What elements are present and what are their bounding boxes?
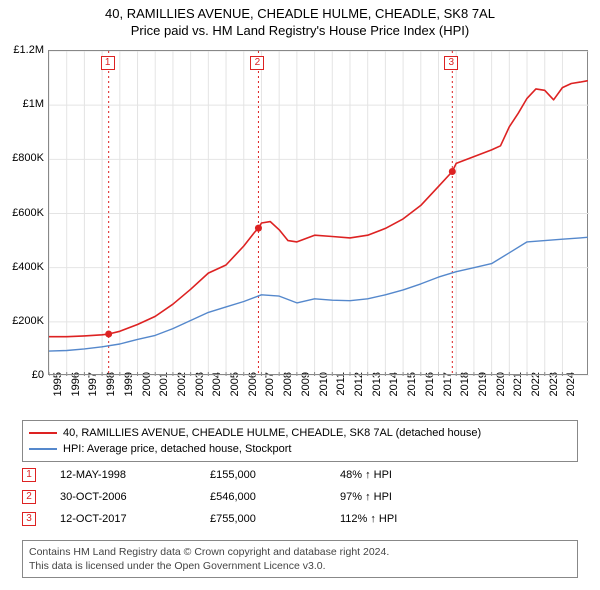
event-pct-1: 48% ↑ HPI	[340, 469, 480, 481]
event-marker-3: 3	[22, 512, 36, 526]
chart-container: 40, RAMILLIES AVENUE, CHEADLE HULME, CHE…	[0, 0, 600, 590]
xtick-label: 2002	[176, 372, 188, 412]
legend-row-hpi: HPI: Average price, detached house, Stoc…	[29, 441, 571, 457]
xtick-label: 1995	[52, 372, 64, 412]
event-row-1: 1 12-MAY-1998 £155,000 48% ↑ HPI	[22, 464, 578, 486]
xtick-label: 2003	[194, 372, 206, 412]
title-line-2: Price paid vs. HM Land Registry's House …	[0, 23, 600, 40]
xtick-label: 2013	[371, 372, 383, 412]
xtick-label: 2016	[424, 372, 436, 412]
legend-label-hpi: HPI: Average price, detached house, Stoc…	[63, 443, 292, 455]
xtick-label: 2015	[406, 372, 418, 412]
ytick-label: £800K	[0, 152, 44, 164]
xtick-label: 2019	[477, 372, 489, 412]
ytick-label: £200K	[0, 315, 44, 327]
legend-swatch-hpi	[29, 448, 57, 450]
xtick-label: 2023	[548, 372, 560, 412]
footer-line-1: Contains HM Land Registry data © Crown c…	[29, 545, 571, 559]
plot-area	[48, 50, 588, 375]
xtick-label: 2000	[141, 372, 153, 412]
event-marker-top: 3	[444, 56, 458, 70]
xtick-label: 2014	[388, 372, 400, 412]
attribution-footer: Contains HM Land Registry data © Crown c…	[22, 540, 578, 578]
xtick-label: 1999	[123, 372, 135, 412]
xtick-label: 2005	[229, 372, 241, 412]
event-date-3: 12-OCT-2017	[60, 513, 210, 525]
event-date-2: 30-OCT-2006	[60, 491, 210, 503]
xtick-label: 2024	[565, 372, 577, 412]
title-block: 40, RAMILLIES AVENUE, CHEADLE HULME, CHE…	[0, 0, 600, 40]
event-row-3: 3 12-OCT-2017 £755,000 112% ↑ HPI	[22, 508, 578, 530]
xtick-label: 2010	[318, 372, 330, 412]
event-row-2: 2 30-OCT-2006 £546,000 97% ↑ HPI	[22, 486, 578, 508]
legend-label-property: 40, RAMILLIES AVENUE, CHEADLE HULME, CHE…	[63, 427, 481, 439]
xtick-label: 2006	[247, 372, 259, 412]
xtick-label: 2022	[530, 372, 542, 412]
event-marker-2: 2	[22, 490, 36, 504]
ytick-label: £400K	[0, 261, 44, 273]
ytick-label: £1.2M	[0, 44, 44, 56]
xtick-label: 2007	[264, 372, 276, 412]
event-marker-top: 2	[250, 56, 264, 70]
xtick-label: 2009	[300, 372, 312, 412]
event-price-3: £755,000	[210, 513, 340, 525]
event-marker-1: 1	[22, 468, 36, 482]
event-date-1: 12-MAY-1998	[60, 469, 210, 481]
xtick-label: 2008	[282, 372, 294, 412]
xtick-label: 2012	[353, 372, 365, 412]
events-table: 1 12-MAY-1998 £155,000 48% ↑ HPI 2 30-OC…	[22, 464, 578, 530]
xtick-label: 1996	[70, 372, 82, 412]
xtick-label: 1998	[105, 372, 117, 412]
plot-svg	[49, 51, 589, 376]
ytick-label: £600K	[0, 207, 44, 219]
legend: 40, RAMILLIES AVENUE, CHEADLE HULME, CHE…	[22, 420, 578, 462]
footer-line-2: This data is licensed under the Open Gov…	[29, 559, 571, 573]
xtick-label: 2001	[158, 372, 170, 412]
legend-row-property: 40, RAMILLIES AVENUE, CHEADLE HULME, CHE…	[29, 425, 571, 441]
ytick-label: £1M	[0, 98, 44, 110]
xtick-label: 2017	[442, 372, 454, 412]
xtick-label: 1997	[87, 372, 99, 412]
ytick-label: £0	[0, 369, 44, 381]
title-line-1: 40, RAMILLIES AVENUE, CHEADLE HULME, CHE…	[0, 6, 600, 23]
xtick-label: 2021	[512, 372, 524, 412]
event-price-1: £155,000	[210, 469, 340, 481]
xtick-label: 2004	[211, 372, 223, 412]
xtick-label: 2020	[495, 372, 507, 412]
event-pct-3: 112% ↑ HPI	[340, 513, 480, 525]
event-marker-top: 1	[101, 56, 115, 70]
xtick-label: 2011	[335, 372, 347, 412]
legend-swatch-property	[29, 432, 57, 434]
event-pct-2: 97% ↑ HPI	[340, 491, 480, 503]
xtick-label: 2018	[459, 372, 471, 412]
event-price-2: £546,000	[210, 491, 340, 503]
